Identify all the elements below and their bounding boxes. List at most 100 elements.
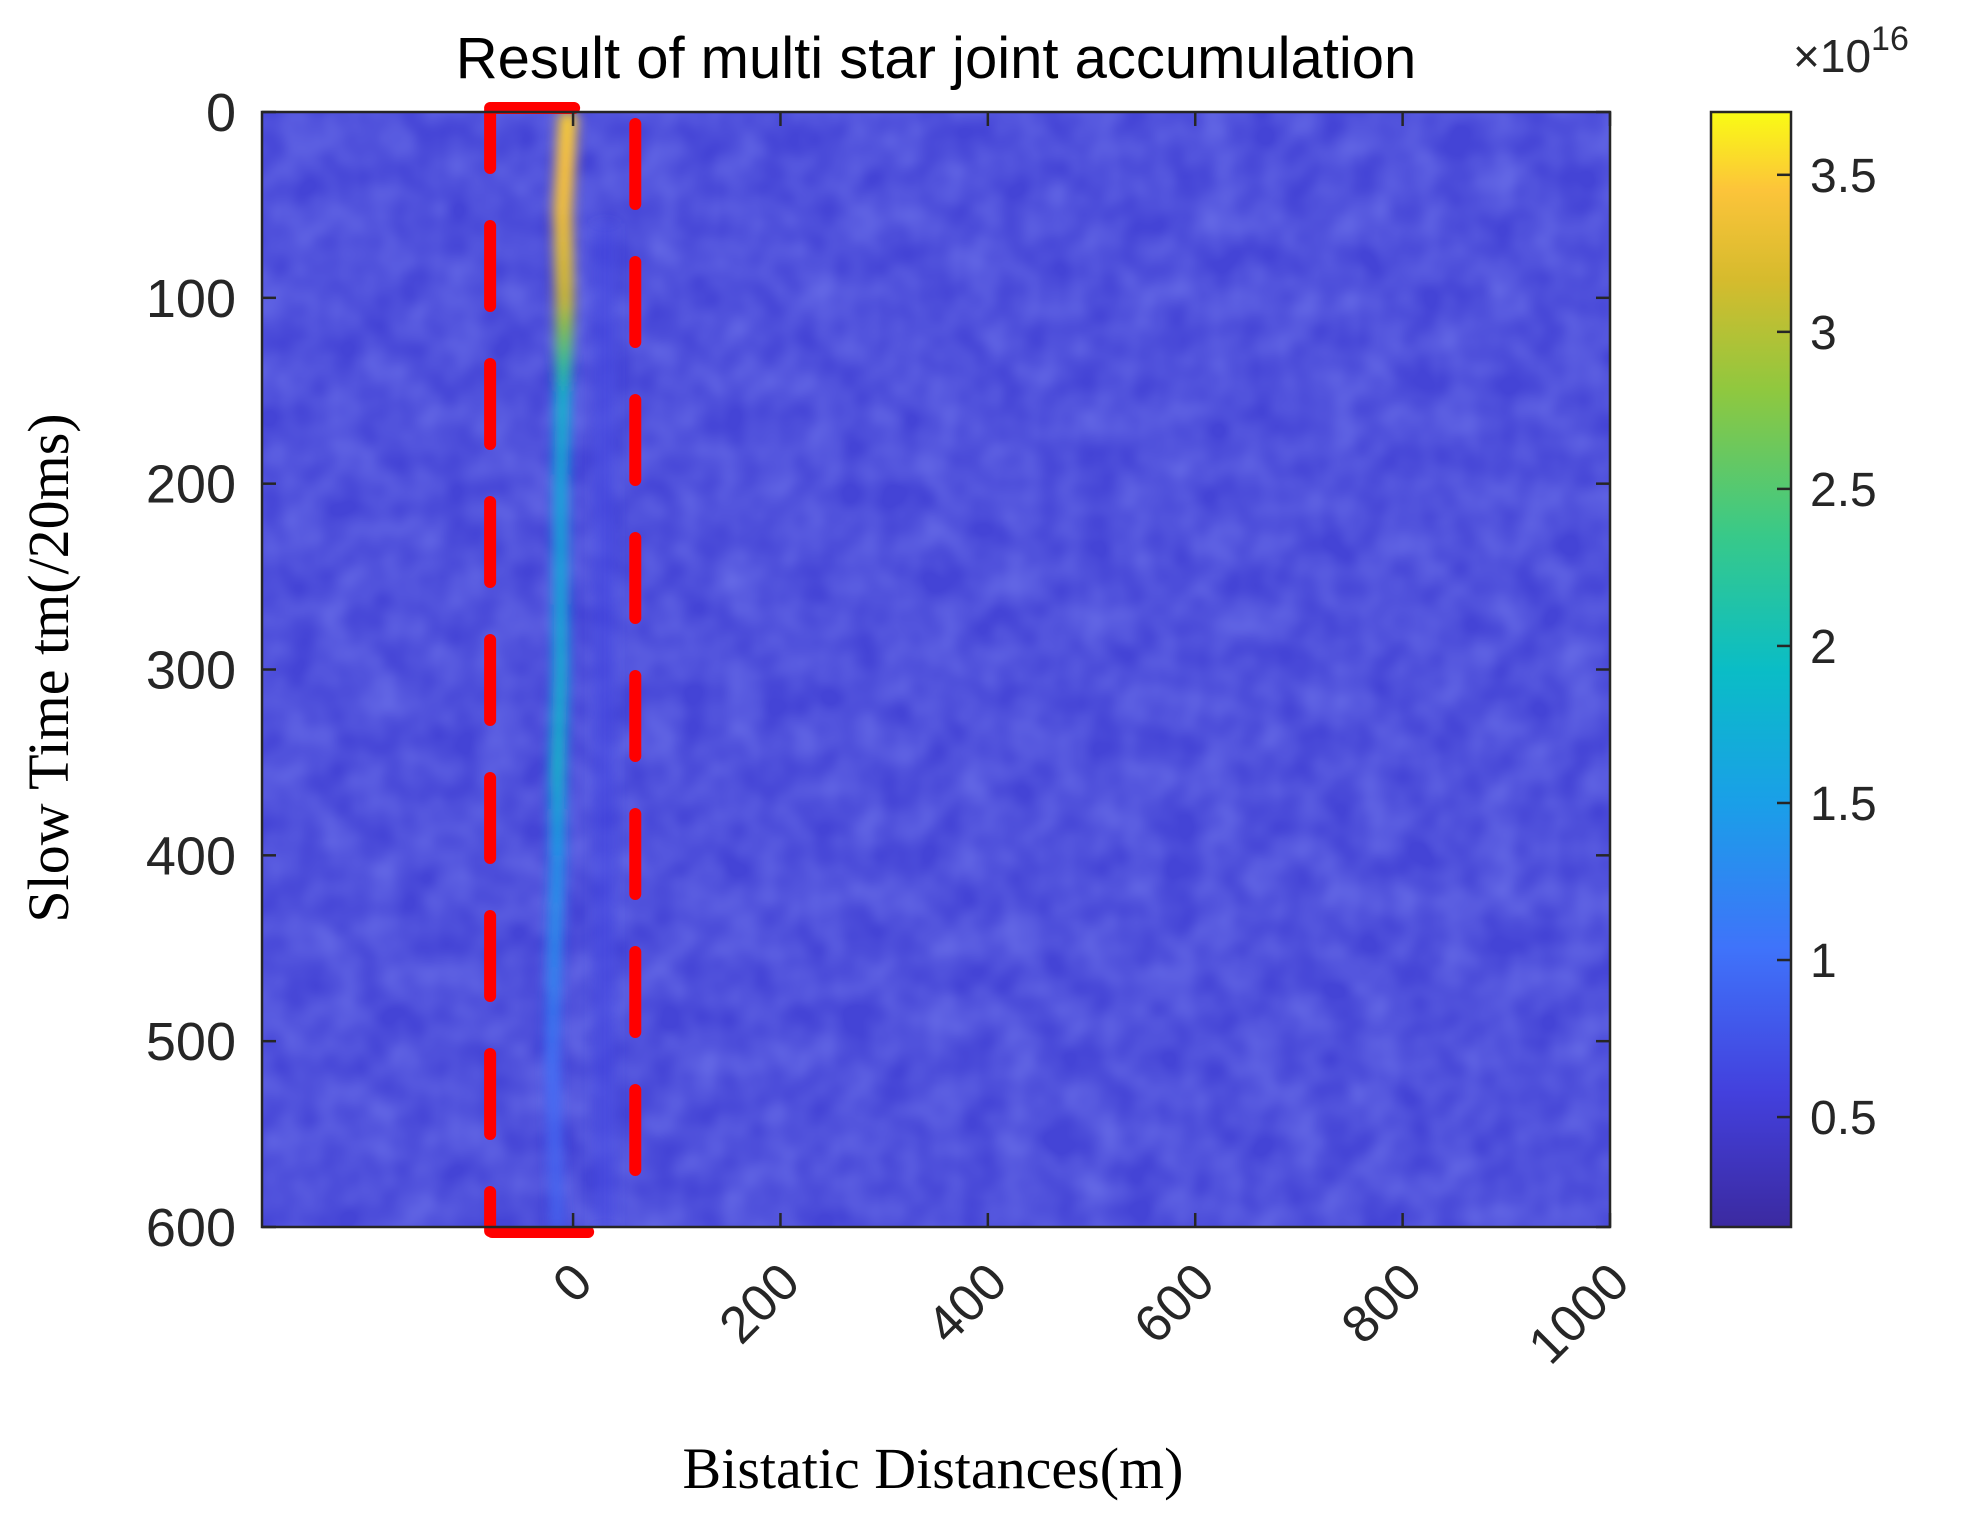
ridge-segment [555,158,575,170]
ridge-segment [555,167,575,180]
colorbar-exponent: ×1016 [1793,20,1909,82]
ridge-segment [550,753,565,765]
ridge-segment [554,260,574,272]
ridge-segment [547,976,560,988]
ridge-segment [555,307,574,319]
ridge-segment [549,911,562,923]
plot-area [262,112,1610,1227]
ridge-segment [547,1069,559,1081]
ridge-segment [553,632,568,644]
ridge-segment [550,808,565,821]
y-tick-label: 300 [146,641,236,701]
ridge-segment [547,1022,559,1034]
ridge-segment [554,604,568,616]
ridge-segment [550,799,565,811]
ridge-segment [553,688,567,700]
ridge-segment [547,1013,559,1025]
ridge-segment [550,771,565,783]
ridge-segment [555,400,570,412]
heatmap-noise [262,112,1610,1227]
ridge-segment [556,149,576,161]
ridge-segment [549,1152,561,1164]
chart-title: Result of multi star joint accumulation [456,26,1417,91]
ridge-segment [554,242,573,254]
y-tick-label: 100 [146,269,236,329]
ridge-segment [553,232,573,245]
ridge-segment [554,269,574,282]
ridge-segment [553,195,573,207]
colorbar-ticks: 0.5 1 1.5 2 2.5 3 3.5 [1777,150,1877,1145]
ridge-segment [550,873,564,886]
ridge-segment [551,855,564,867]
ridge-segment [547,1087,559,1099]
colorbar-tick-label: 3.5 [1810,150,1877,203]
ridge-segment [554,511,568,523]
ridge-halo [593,223,616,1227]
ridge-segment [553,613,568,626]
colorbar-tick-label: 2.5 [1810,464,1877,517]
ridge-segment [550,883,563,895]
x-axis-label: Bistatic Distances(m) [683,1436,1184,1501]
ridge-segment [546,1031,559,1044]
ridge-segment [550,1171,561,1183]
ridge-segment [547,994,560,1006]
ridge-segment [551,1208,563,1220]
ridge-segment [548,1106,560,1118]
ridge-segment [550,892,563,904]
ridge-segment [555,288,574,300]
ridge-segment [547,985,560,997]
ridge-segment [554,437,569,449]
colorbar-tick-label: 0.5 [1810,1092,1877,1145]
colorbar: 0.5 1 1.5 2 2.5 3 3.5 ×1016 [1709,20,1909,1229]
ridge-segment [555,297,574,310]
ridge-segment [554,595,568,607]
ridge-segment [548,948,561,960]
ridge-segment [553,660,568,672]
ridge-segment [554,186,574,198]
ridge-segment [554,567,568,579]
ridge-segment [555,427,569,440]
ridge-segment [554,492,568,505]
ridge-segment [548,1124,560,1137]
ridge-segment [548,1115,560,1127]
ridge-segment [547,1078,559,1090]
y-axis-ticks: 0 100 200 300 400 500 600 [146,83,1610,1258]
ridge-segment [549,929,562,941]
ridge-segment [552,715,566,728]
ridge-segment [555,325,573,337]
x-tick-label: 1000 [1518,1252,1641,1375]
ridge-segment [549,1143,560,1155]
ridge-segment [554,474,568,486]
ridge-segment [554,251,574,263]
y-tick-label: 400 [146,826,236,886]
ridge-segment [556,139,577,152]
y-tick-label: 600 [146,1198,236,1258]
ridge-segment [553,214,573,226]
ridge-segment [554,520,568,533]
x-tick-label: 600 [1123,1252,1225,1354]
ridge-segment [549,920,562,932]
ridge-segment [551,725,566,737]
x-tick-label: 800 [1331,1252,1433,1354]
ridge-segment [555,381,571,393]
ridge-segment [555,353,572,365]
ridge-segment [554,502,568,514]
ridge-segment [550,790,565,802]
ridge-segment [554,548,568,560]
x-tick-label: 200 [709,1252,811,1354]
ridge-segment [550,1161,561,1174]
ridge-segment [557,130,577,142]
ridge-segment [547,1059,559,1072]
colorbar-tick-label: 2 [1810,621,1837,674]
ridge-segment [551,1189,562,1202]
ridge-segment [555,335,573,347]
colorbar-tick-label: 1.5 [1810,778,1877,831]
ridge-segment [547,1050,559,1062]
ridge-segment [551,743,566,756]
ridge-segment [551,1199,562,1211]
ridge-segment [555,409,570,421]
y-axis-label: Slow Time tm(/20ms) [16,413,81,922]
ridge-segment [548,966,560,979]
x-tick-label: 0 [542,1252,603,1313]
